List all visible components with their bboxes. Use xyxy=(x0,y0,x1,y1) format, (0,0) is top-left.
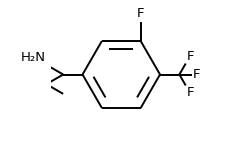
Text: F: F xyxy=(137,7,144,20)
Text: F: F xyxy=(186,50,194,63)
Text: F: F xyxy=(186,86,194,99)
Text: F: F xyxy=(193,68,200,81)
Text: H₂N: H₂N xyxy=(21,51,46,64)
